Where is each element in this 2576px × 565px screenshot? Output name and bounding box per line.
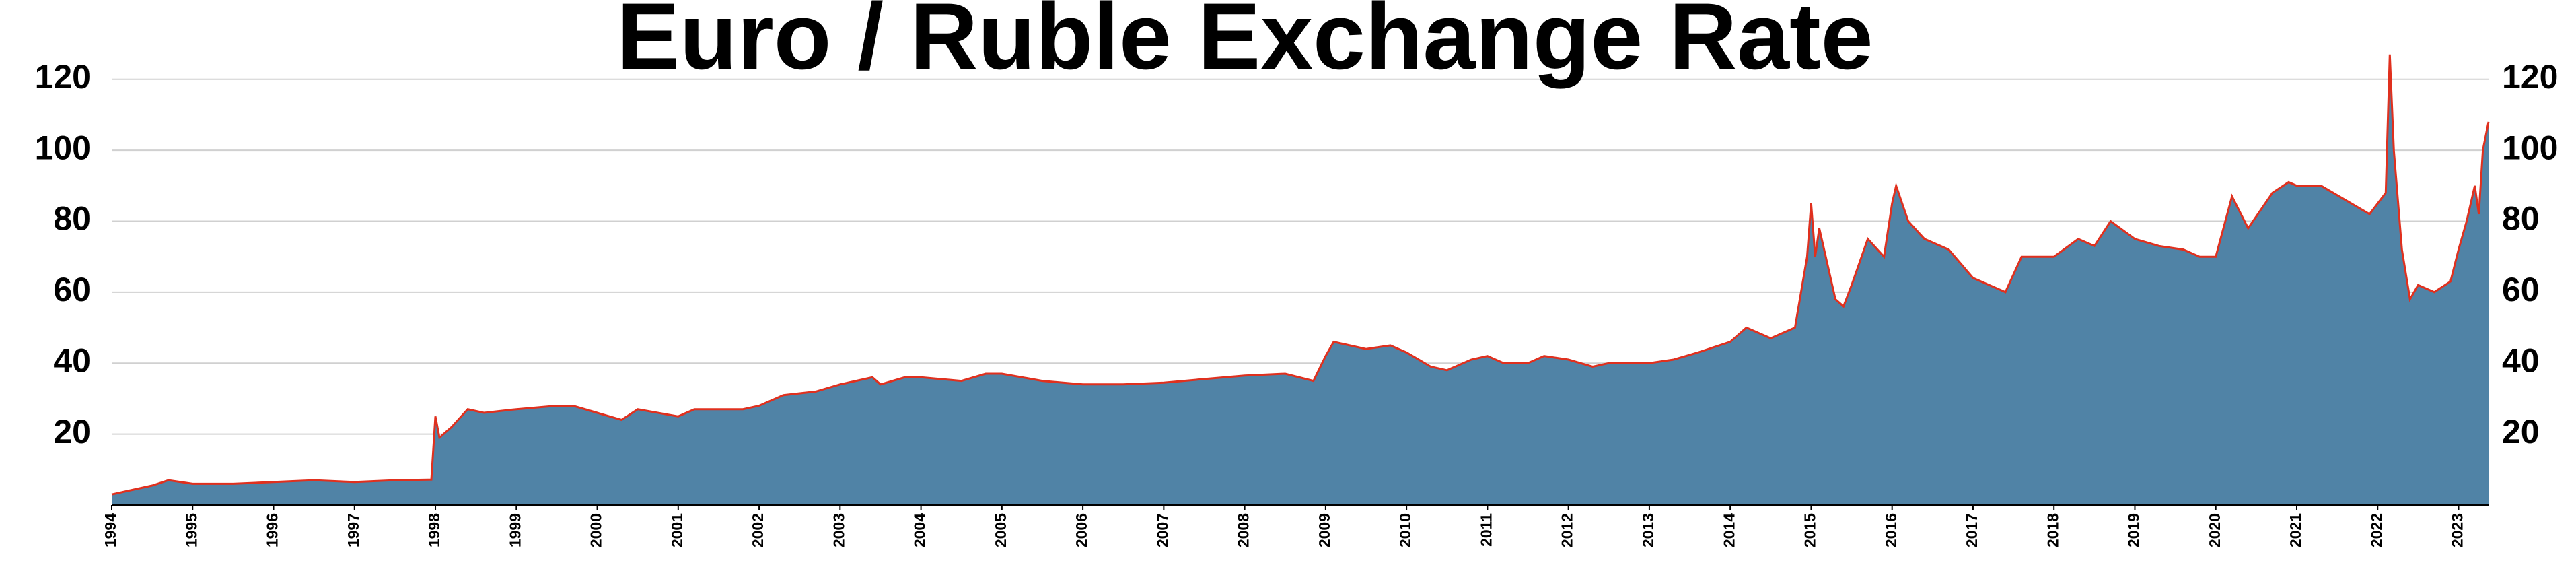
chart-title: Euro / Ruble Exchange Rate	[616, 0, 1873, 89]
y-tick-label: 60	[53, 271, 91, 308]
x-tick-label: 2019	[2125, 513, 2143, 547]
x-tick-label: 2021	[2287, 513, 2304, 547]
x-tick-label: 1995	[182, 513, 200, 547]
y-tick-label-right: 120	[2502, 58, 2558, 96]
y-tick-label-right: 40	[2502, 341, 2540, 379]
x-tick-label: 2003	[830, 513, 847, 547]
x-tick-label: 2000	[587, 513, 605, 547]
x-tick-label: 2010	[1396, 513, 1414, 547]
x-tick-label: 2005	[992, 513, 1009, 547]
x-tick-label: 2012	[1559, 513, 1576, 547]
x-tick-label: 1996	[264, 513, 281, 547]
x-tick-label: 1994	[102, 513, 119, 547]
x-tick-label: 2006	[1073, 513, 1090, 547]
line	[111, 54, 2490, 496]
y-tick-label-right: 100	[2502, 129, 2558, 166]
x-tick-label: 2002	[749, 513, 766, 547]
y-tick-label-right: 60	[2502, 271, 2540, 308]
x-tick-label: 2008	[1235, 513, 1252, 547]
x-tick-label: 2015	[1801, 513, 1819, 547]
x-tick-label: 2020	[2206, 513, 2223, 547]
x-tick-label: 1998	[425, 513, 443, 547]
area	[112, 54, 2489, 506]
x-tick-label: 2022	[2367, 513, 2385, 547]
x-tick-label: 2001	[668, 513, 686, 547]
x-tick-label: 2007	[1153, 513, 1171, 547]
x-tick-label: 1997	[345, 513, 362, 547]
x-tick-label: 2017	[1963, 513, 1980, 547]
y-tick-label: 120	[35, 58, 91, 96]
x-tick-label: 2013	[1639, 513, 1657, 547]
y-tick-label-right: 20	[2502, 413, 2540, 451]
x-tick-label: 2016	[1882, 513, 1900, 547]
x-tick-label: 2018	[2044, 513, 2061, 547]
x-tick-label: 2004	[911, 513, 929, 547]
y-tick-label: 40	[53, 341, 91, 379]
x-tick-label: 2011	[1477, 513, 1495, 547]
x-tick-label: 2009	[1316, 513, 1333, 547]
y-tick-label: 80	[53, 200, 91, 238]
x-tick-label: 2014	[1720, 513, 1738, 547]
y-tick-label: 100	[35, 129, 91, 166]
x-tick-label: 2023	[2449, 513, 2466, 547]
y-tick-label: 20	[53, 413, 91, 451]
y-tick-label-right: 80	[2502, 200, 2540, 238]
x-tick-label: 1999	[506, 513, 524, 547]
